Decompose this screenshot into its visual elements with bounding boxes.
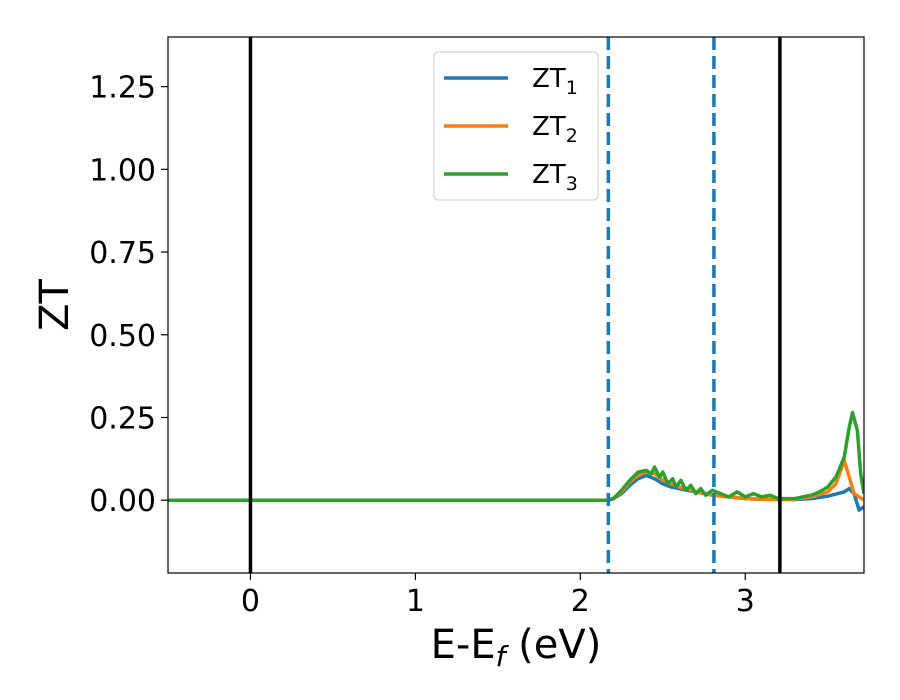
legend-entry-3: ZT3 (444, 160, 578, 195)
series-line-3 (168, 410, 864, 502)
legend: ZT1 ZT2 ZT3 (433, 51, 599, 201)
plot-frame (167, 36, 865, 574)
y-tick-label-1: 0.25 (89, 401, 156, 436)
x-tick-label-2: 2 (571, 584, 590, 619)
tick-layer: 0 1 2 3 0.00 0.25 0.50 0.75 1.00 1.25 (89, 71, 755, 619)
series-layer (168, 410, 864, 512)
y-axis-title: ZT (32, 279, 78, 331)
y-tick-label-2: 0.50 (89, 319, 156, 354)
y-tick-label-0: 0.00 (89, 484, 156, 519)
x-tick-label-0: 0 (241, 584, 260, 619)
x-axis-title: E-Ef (eV) (431, 622, 602, 673)
legend-entry-1: ZT1 (444, 64, 578, 99)
x-tick-label-3: 3 (736, 584, 755, 619)
legend-entry-2: ZT2 (444, 112, 578, 147)
vline-layer (248, 37, 782, 573)
x-tick-label-1: 1 (406, 584, 425, 619)
y-tick-label-3: 0.75 (89, 236, 156, 271)
y-tick-label-4: 1.00 (89, 153, 156, 188)
legend-label-1: ZT1 (532, 64, 578, 99)
legend-box (433, 51, 599, 201)
legend-label-2: ZT2 (532, 112, 578, 147)
legend-label-3: ZT3 (532, 160, 578, 195)
y-tick-label-5: 1.25 (89, 71, 156, 106)
